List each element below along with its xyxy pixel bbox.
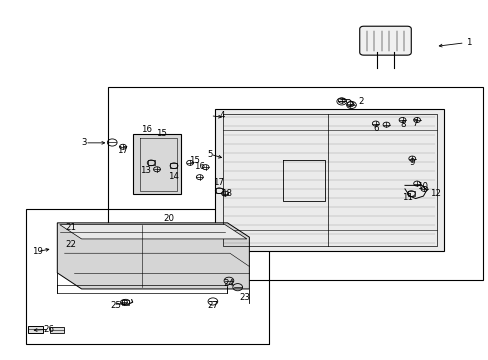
Text: 18: 18 [221,189,231,198]
Text: 23: 23 [239,293,249,302]
Text: 1: 1 [466,38,471,47]
Text: 9: 9 [409,158,414,167]
Text: 16: 16 [194,162,205,171]
Bar [407,191,414,196]
Text: 27: 27 [207,301,218,310]
Polygon shape [215,109,443,251]
Text: 13: 13 [140,166,150,175]
Text: 14: 14 [168,172,179,181]
Bar [50,327,64,333]
Text: 19: 19 [32,247,43,256]
Text: 4: 4 [220,111,225,120]
FancyBboxPatch shape [359,26,410,55]
Text: 11: 11 [402,193,412,202]
Polygon shape [60,225,246,239]
Text: 26: 26 [43,325,55,334]
Text: 10: 10 [417,182,427,191]
Polygon shape [57,223,249,289]
Text: 22: 22 [65,240,76,249]
Text: 15: 15 [156,129,167,138]
Text: 3: 3 [81,138,86,147]
Bar [26,208,268,344]
Bar [122,300,129,305]
Text: 8: 8 [400,120,405,129]
Bar [108,87,482,280]
Text: 15: 15 [189,156,200,165]
Text: 17: 17 [213,178,224,187]
Text: 6: 6 [372,124,378,133]
Text: 2: 2 [358,97,363,106]
Text: 17: 17 [117,146,128,155]
Text: 12: 12 [429,189,440,198]
Text: 16: 16 [141,125,152,134]
Bar [147,160,154,166]
Text: 20: 20 [163,214,174,223]
Polygon shape [132,134,181,194]
Text: 5: 5 [207,150,213,159]
Bar [28,326,42,333]
Bar [215,188,222,193]
Text: 25: 25 [110,301,121,310]
Text: 21: 21 [65,222,76,231]
Text: 24: 24 [223,279,234,288]
Bar [170,163,177,168]
Text: 7: 7 [411,120,417,129]
